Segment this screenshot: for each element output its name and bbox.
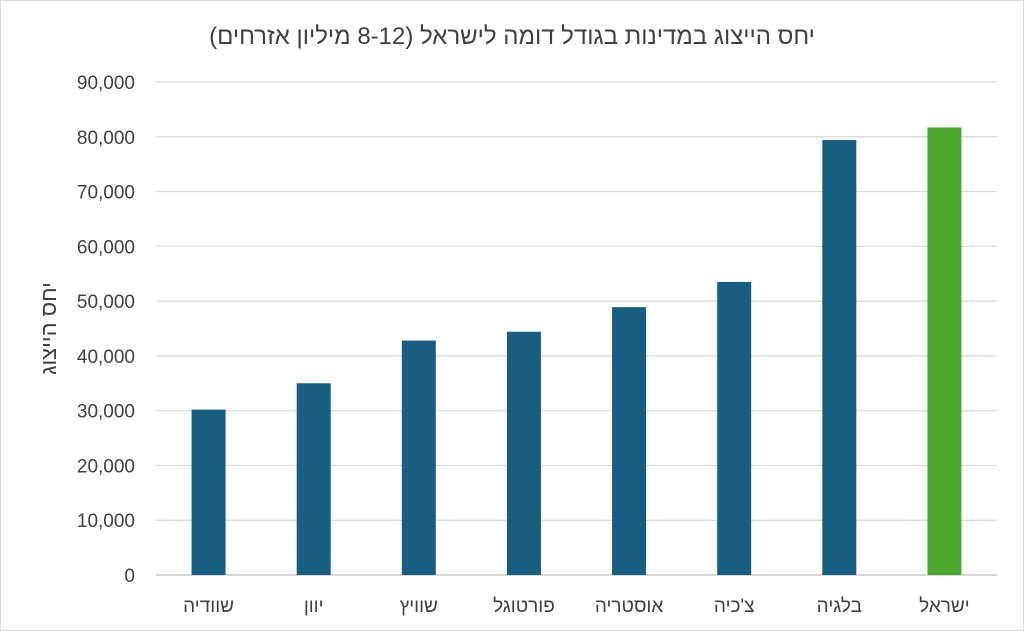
y-tick-label: 30,000 bbox=[77, 402, 135, 423]
bar bbox=[401, 340, 436, 575]
x-tick-label: יוון bbox=[304, 596, 324, 617]
y-axis-ticks: 0 10,000 20,000 30,000 40,000 50,000 60,000 70,… bbox=[77, 73, 135, 587]
x-tick-label: שוויץ bbox=[400, 596, 438, 617]
bar bbox=[191, 409, 226, 575]
x-axis-ticks: שוודיה יוון שוויץ פורטוגל אוסטריה צ'כיה בלגיה י… bbox=[183, 596, 970, 617]
x-tick-label: פורטוגל bbox=[493, 596, 555, 617]
chart-title: יחס הייצוג במדינות בגודל דומה לישראל (8-… bbox=[209, 23, 815, 50]
y-tick-label: 50,000 bbox=[77, 292, 135, 313]
x-tick-label: שוודיה bbox=[183, 596, 234, 617]
x-tick-label: ישראל bbox=[919, 596, 970, 617]
bar bbox=[506, 331, 541, 575]
y-tick-label: 70,000 bbox=[77, 183, 135, 204]
x-tick-label: בלגיה bbox=[817, 596, 862, 617]
y-tick-label: 20,000 bbox=[77, 456, 135, 477]
y-tick-label: 0 bbox=[124, 566, 135, 587]
bars bbox=[191, 127, 962, 576]
bar bbox=[296, 383, 331, 575]
x-tick-label: צ'כיה bbox=[714, 596, 755, 617]
y-tick-label: 90,000 bbox=[77, 73, 135, 94]
bar bbox=[717, 281, 752, 575]
gridlines bbox=[156, 81, 997, 576]
bar bbox=[822, 140, 857, 575]
bar bbox=[612, 307, 647, 575]
y-tick-label: 40,000 bbox=[77, 347, 135, 368]
x-tick-label: אוסטריה bbox=[595, 596, 664, 617]
y-tick-label: 60,000 bbox=[77, 237, 135, 258]
y-axis-label: יחס הייצוג bbox=[36, 282, 61, 375]
y-tick-label: 80,000 bbox=[77, 128, 135, 149]
bar bbox=[927, 127, 962, 576]
y-tick-label: 10,000 bbox=[77, 511, 135, 532]
